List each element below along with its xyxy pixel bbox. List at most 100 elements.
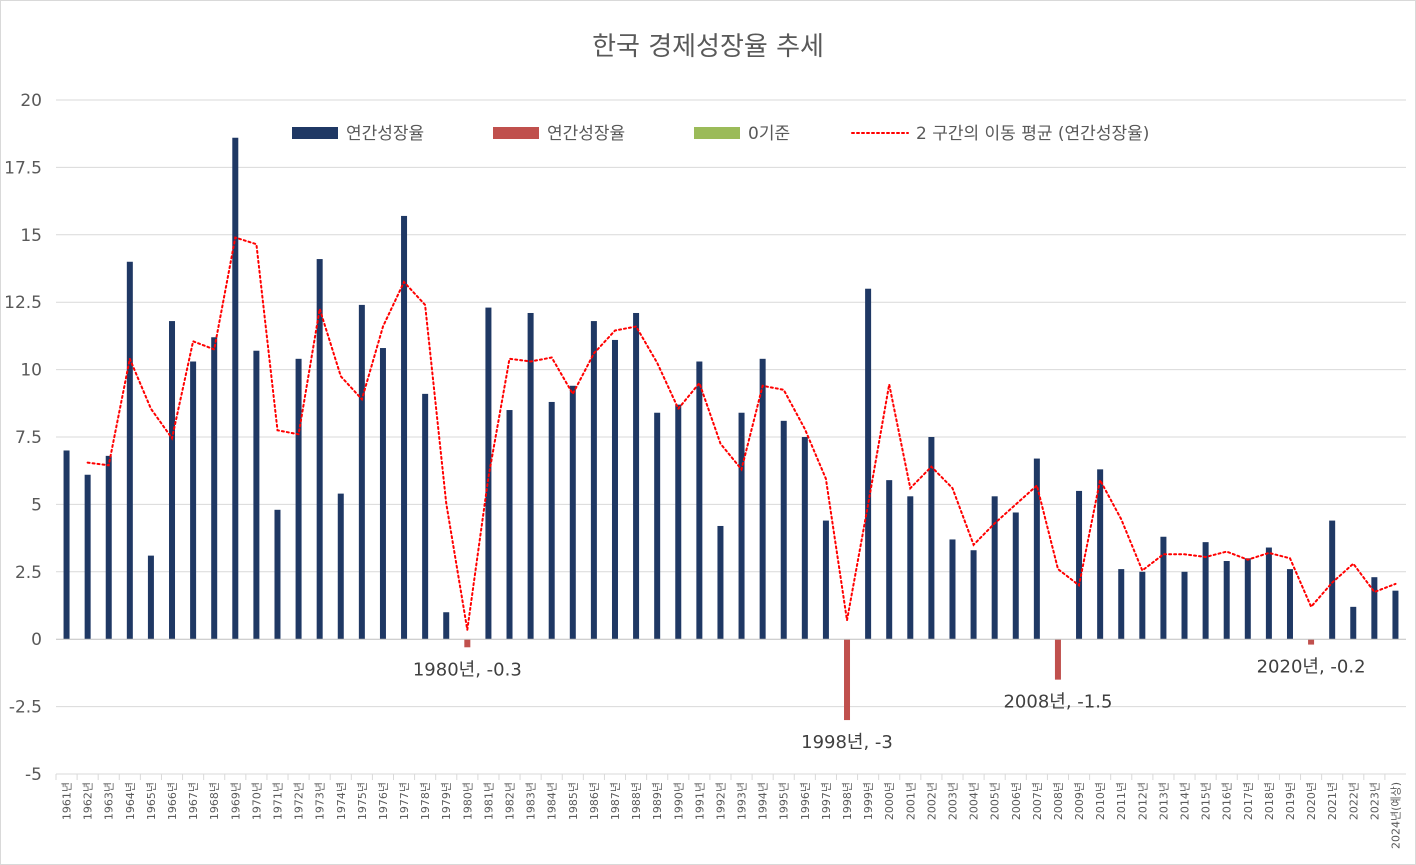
- bar: [253, 350, 260, 640]
- x-tick-label: 2017년: [1242, 782, 1255, 820]
- y-tick-label: 5: [31, 495, 42, 515]
- x-tick-label: 1962년: [82, 782, 95, 820]
- bar: [126, 261, 133, 640]
- moving-average-line: [86, 236, 1397, 630]
- y-tick-label: 2.5: [15, 563, 42, 583]
- bar: [211, 337, 218, 640]
- y-tick-label: 17.5: [4, 158, 42, 178]
- bar: [105, 455, 112, 640]
- bar: [569, 385, 576, 640]
- bar: [1265, 547, 1272, 640]
- x-tick-label: 2015년: [1200, 782, 1213, 820]
- x-axis-ticks: 1961년 1962년 1963년 1964년 1965년 1966년 1967년 1968년…: [55, 774, 1402, 849]
- data-label: 2008년, -1.5: [1003, 692, 1112, 713]
- legend-label: 2 구간의 이동 평균 (연간성장율): [916, 124, 1149, 144]
- bar: [443, 612, 450, 640]
- moving-average-path: [86, 236, 1397, 630]
- bar: [1329, 520, 1336, 640]
- x-tick-label: 1974년: [335, 782, 348, 820]
- x-tick-label: 1979년: [440, 782, 453, 820]
- bar: [590, 321, 597, 640]
- x-tick-label: 1969년: [229, 782, 242, 820]
- x-tick-label: 1971년: [271, 782, 284, 820]
- bar: [169, 321, 176, 640]
- x-tick-label: 1964년: [124, 782, 137, 820]
- bar: [548, 401, 555, 640]
- x-tick-label: 2001년: [904, 782, 917, 820]
- bar: [949, 539, 956, 640]
- x-tick-label: 2004년: [968, 782, 981, 820]
- bar: [759, 358, 766, 640]
- x-tick-label: 1992년: [714, 782, 727, 820]
- bar: [358, 304, 365, 640]
- bar: [928, 437, 935, 640]
- bar: [1371, 577, 1378, 640]
- bar: [1054, 639, 1061, 680]
- x-tick-label: 1968년: [208, 782, 221, 820]
- bar: [1139, 571, 1146, 640]
- x-tick-label: 1994년: [757, 782, 770, 820]
- x-tick-label: 1987년: [609, 782, 622, 820]
- bars: [63, 137, 1399, 721]
- data-label: 1980년, -0.3: [413, 659, 522, 680]
- x-tick-label: 2011년: [1115, 782, 1128, 820]
- bar: [1012, 512, 1019, 640]
- x-tick-label: 2021년: [1326, 782, 1339, 820]
- y-tick-label: -5: [25, 765, 42, 785]
- x-tick-label: 1995년: [778, 782, 791, 820]
- bar: [337, 493, 344, 640]
- legend-swatch: [292, 127, 338, 139]
- bar: [316, 259, 323, 640]
- x-tick-label: 1983년: [525, 782, 538, 820]
- x-tick-label: 1989년: [651, 782, 664, 820]
- y-axis-ticks: -5 -2.5 0 2.5 5 7.5 10 12.5 15 17.5 20: [4, 91, 42, 785]
- legend: 연간성장율 연간성장율 0기준 2 구간의 이동 평균 (연간성장율): [292, 124, 1149, 144]
- legend-swatch: [694, 127, 740, 139]
- x-tick-label: 2024년(예상): [1389, 782, 1402, 849]
- legend-item: 0기준: [694, 124, 790, 144]
- x-tick-label: 2022년: [1347, 782, 1360, 820]
- x-tick-label: 1990년: [672, 782, 685, 820]
- bar: [780, 420, 787, 640]
- x-tick-label: 1985년: [567, 782, 580, 820]
- bar: [232, 137, 239, 640]
- x-tick-label: 2013년: [1157, 782, 1170, 820]
- legend-item: 연간성장율: [292, 124, 424, 144]
- x-tick-label: 1984년: [546, 782, 559, 820]
- x-tick-label: 1981년: [482, 782, 495, 820]
- bar: [147, 555, 154, 640]
- bar: [1097, 469, 1104, 640]
- legend-item: 연간성장율: [493, 124, 625, 144]
- x-tick-label: 1963년: [103, 782, 116, 820]
- bar: [464, 639, 471, 648]
- y-tick-label: 7.5: [15, 428, 42, 448]
- legend-item: 2 구간의 이동 평균 (연간성장율): [851, 124, 1149, 144]
- bar: [1392, 590, 1399, 640]
- bar: [274, 509, 281, 640]
- x-tick-label: 2003년: [946, 782, 959, 820]
- bar: [190, 361, 197, 640]
- x-tick-label: 2010년: [1094, 782, 1107, 820]
- x-tick-label: 2018년: [1263, 782, 1276, 820]
- bar: [1033, 458, 1040, 640]
- bar: [844, 639, 851, 721]
- x-tick-label: 1961년: [61, 782, 74, 820]
- x-tick-label: 2020년: [1305, 782, 1318, 820]
- bar: [675, 404, 682, 640]
- bar: [84, 474, 91, 640]
- x-tick-label: 1988년: [630, 782, 643, 820]
- x-tick-label: 2006년: [1010, 782, 1023, 820]
- x-tick-label: 1966년: [166, 782, 179, 820]
- bar: [822, 520, 829, 640]
- bar: [63, 450, 70, 640]
- bar: [1076, 490, 1083, 640]
- x-tick-label: 2016년: [1221, 782, 1234, 820]
- annotations: 1980년, -0.3 1998년, -3 2008년, -1.5 2020년, -0…: [413, 657, 1366, 753]
- chart-title: 한국 경제성장율 추세: [592, 32, 824, 62]
- y-tick-label: 12.5: [4, 293, 42, 313]
- bar: [527, 312, 534, 640]
- x-tick-label: 2000년: [883, 782, 896, 820]
- x-tick-label: 1980년: [461, 782, 474, 820]
- bar: [801, 437, 808, 640]
- y-tick-label: 10: [20, 361, 42, 381]
